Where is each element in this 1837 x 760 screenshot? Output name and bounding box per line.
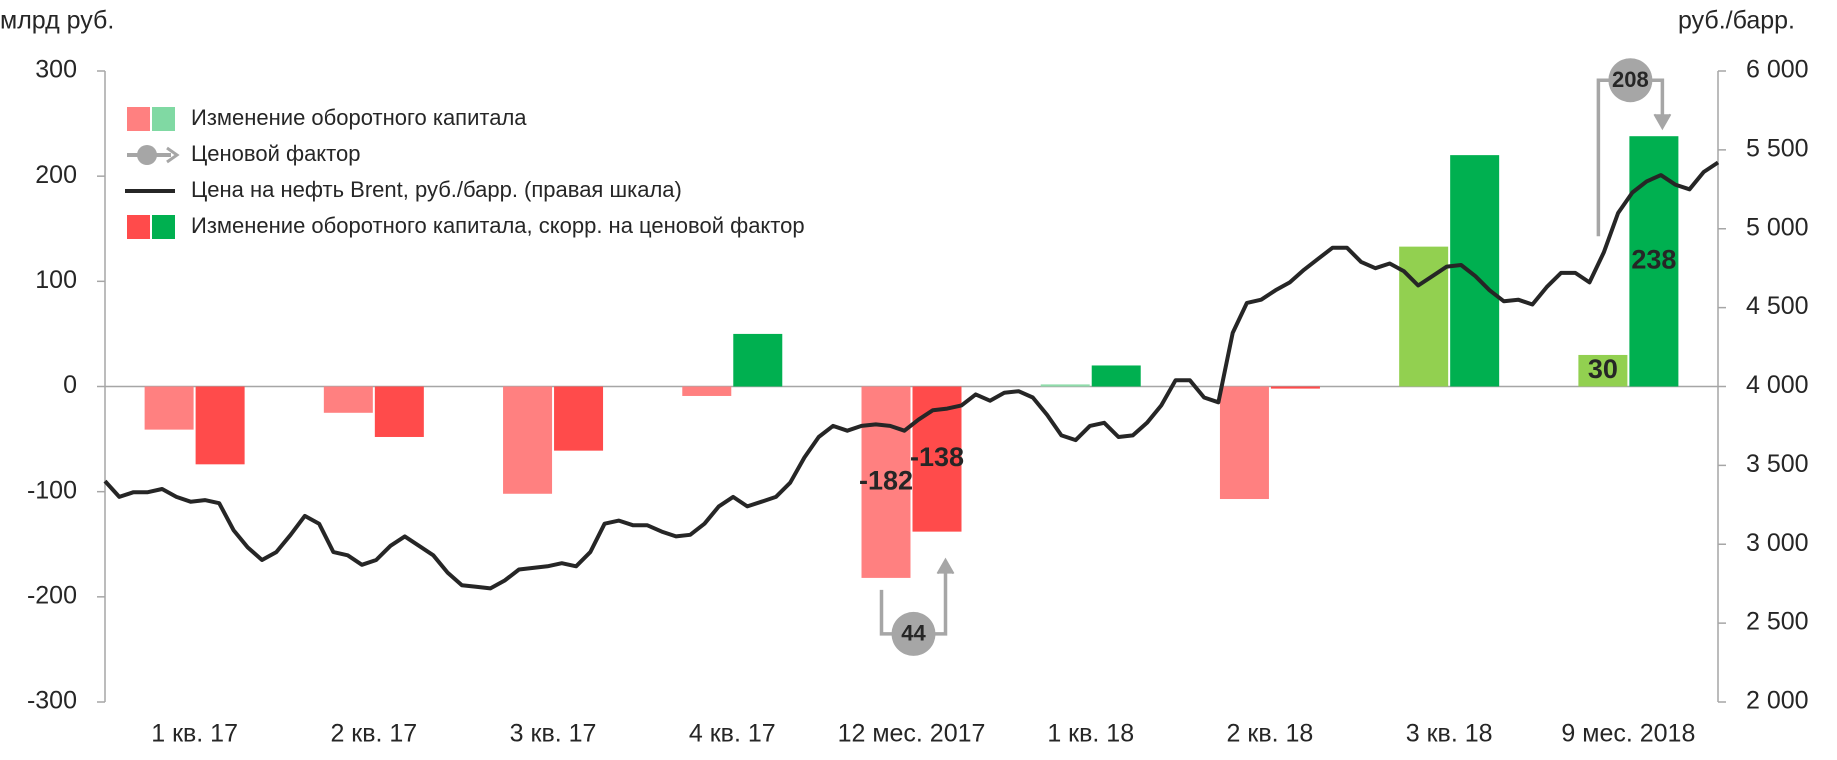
y-tick-label: 300	[35, 56, 77, 84]
y2-tick-label: 3 000	[1746, 529, 1809, 557]
bar	[503, 386, 553, 494]
y2-tick-label: 4 000	[1746, 371, 1809, 399]
value-label: -182	[859, 465, 913, 495]
value-label: 238	[1631, 244, 1676, 274]
y-tick-label: 200	[35, 161, 77, 189]
price-factor-marker	[1608, 58, 1653, 103]
price-factor-marker	[891, 611, 936, 656]
x-tick-label: 3 кв. 18	[1406, 720, 1493, 748]
bar	[323, 386, 373, 413]
legend-label: Изменение оборотного капитала	[191, 105, 527, 130]
bar	[374, 386, 424, 437]
y2-axis-label: руб./барр.	[1678, 7, 1795, 35]
legend-pf-head	[166, 146, 180, 164]
price-factor-arrowhead	[1653, 113, 1672, 131]
y-axis-label: млрд руб.	[0, 7, 114, 35]
y-tick-label: -300	[27, 687, 77, 715]
legend-label: Ценовой фактор	[191, 141, 360, 166]
y2-tick-label: 4 500	[1746, 292, 1809, 320]
y-tick-label: -100	[27, 476, 77, 504]
bar	[1219, 386, 1269, 500]
legend-swatch	[152, 107, 175, 131]
legend-swatch	[127, 215, 150, 239]
legend-label: Изменение оборотного капитала, скорр. на…	[191, 213, 805, 238]
x-tick-label: 1 кв. 18	[1047, 720, 1134, 748]
bar	[733, 333, 783, 387]
y2-tick-label: 2 500	[1746, 608, 1809, 636]
value-label: 30	[1588, 354, 1618, 384]
bar	[1399, 246, 1449, 387]
price-factor-arrowhead	[936, 557, 955, 575]
y2-tick-label: 5 000	[1746, 213, 1809, 241]
price-factor-label: 44	[901, 621, 926, 646]
bar	[1450, 155, 1500, 387]
legend-pf-marker	[137, 145, 157, 165]
x-tick-label: 4 кв. 17	[689, 720, 776, 748]
price-factor-label: 208	[1612, 67, 1649, 92]
legend-swatch	[152, 215, 175, 239]
x-tick-label: 1 кв. 17	[151, 720, 238, 748]
value-label: -138	[910, 442, 964, 472]
y-tick-label: 100	[35, 266, 77, 294]
y-tick-label: 0	[63, 371, 77, 399]
bar	[1091, 365, 1141, 387]
bar	[861, 386, 911, 578]
bar	[682, 386, 732, 396]
x-tick-label: 2 кв. 18	[1227, 720, 1314, 748]
x-tick-label: 9 мес. 2018	[1561, 720, 1695, 748]
y2-tick-label: 2 000	[1746, 687, 1809, 715]
bar	[1040, 384, 1090, 387]
y-tick-label: -200	[27, 581, 77, 609]
x-tick-label: 2 кв. 17	[330, 720, 417, 748]
x-tick-label: 12 мес. 2017	[838, 720, 986, 748]
legend-label: Цена на нефть Brent, руб./барр. (правая …	[191, 177, 682, 202]
y2-tick-label: 3 500	[1746, 450, 1809, 478]
y2-tick-label: 6 000	[1746, 56, 1809, 84]
bar	[554, 386, 604, 451]
x-tick-label: 3 кв. 17	[510, 720, 597, 748]
bar	[144, 386, 194, 430]
legend-swatch	[127, 107, 150, 131]
price-line	[103, 160, 1720, 591]
bar	[1270, 386, 1320, 389]
y2-tick-label: 5 500	[1746, 134, 1809, 162]
bar	[195, 386, 245, 465]
bar	[1578, 354, 1628, 387]
